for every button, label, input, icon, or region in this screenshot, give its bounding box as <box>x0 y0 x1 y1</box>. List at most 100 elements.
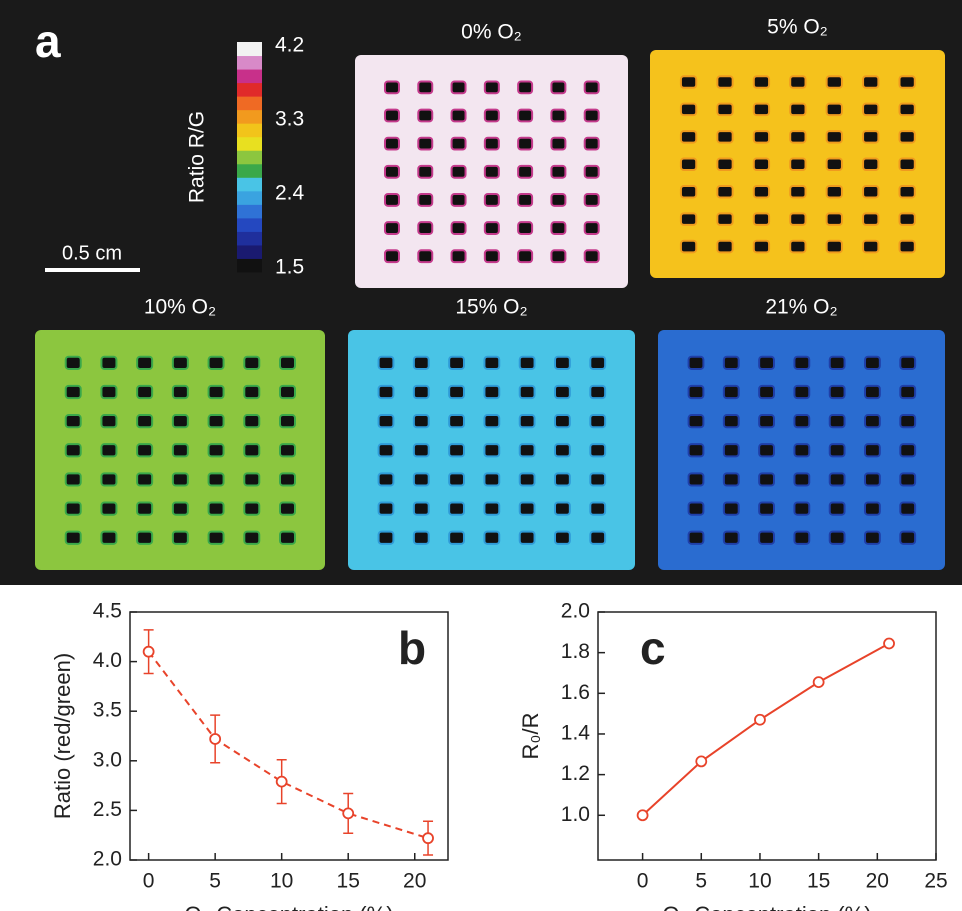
image-hole <box>681 159 696 171</box>
colorbar-band <box>237 218 262 232</box>
image-hole <box>484 386 499 398</box>
image-hole <box>385 81 399 93</box>
image-hole <box>485 166 499 178</box>
colorbar-band <box>237 245 262 259</box>
y-tick-label: 2.0 <box>561 600 590 623</box>
image-hole <box>863 131 878 143</box>
image-hole <box>173 444 188 456</box>
image-hole <box>449 473 464 485</box>
image-hole <box>449 415 464 427</box>
image-hole <box>452 81 466 93</box>
image-hole <box>209 415 224 427</box>
y-tick-label: 1.6 <box>561 681 590 704</box>
x-tick-label: 5 <box>209 870 221 893</box>
colorbar-label: Ratio R/G <box>186 111 209 203</box>
image-hole <box>794 415 809 427</box>
image-hole <box>827 186 842 198</box>
image-hole <box>449 357 464 369</box>
image-hole <box>900 159 915 171</box>
image-hole <box>280 386 295 398</box>
data-point <box>277 777 287 787</box>
colorbar-band <box>237 191 262 205</box>
panel-label: c <box>640 622 666 674</box>
image-hole <box>137 473 152 485</box>
image-hole <box>452 138 466 150</box>
image-hole <box>209 473 224 485</box>
image-hole <box>754 241 769 253</box>
image-hole <box>137 386 152 398</box>
image-hole <box>66 415 81 427</box>
image-hole <box>452 166 466 178</box>
data-point <box>884 639 894 649</box>
y-tick-label: 1.4 <box>561 722 591 745</box>
image-hole <box>717 131 732 143</box>
image-hole <box>137 444 152 456</box>
image-hole <box>520 386 535 398</box>
image-hole <box>414 473 429 485</box>
image-hole <box>585 138 599 150</box>
image-hole <box>754 104 769 116</box>
y-tick-label: 4.5 <box>93 600 122 623</box>
image-hole <box>724 473 739 485</box>
image-hole <box>754 131 769 143</box>
image-hole <box>794 473 809 485</box>
image-title: 10% O₂ <box>144 296 216 319</box>
image-hole <box>66 386 81 398</box>
image-hole <box>590 502 605 514</box>
image-hole <box>418 166 432 178</box>
image-hole <box>209 532 224 544</box>
image-hole <box>585 194 599 206</box>
image-hole <box>280 473 295 485</box>
image-hole <box>689 415 704 427</box>
image-hole <box>794 386 809 398</box>
image-hole <box>689 473 704 485</box>
image-hole <box>863 76 878 88</box>
image-hole <box>173 357 188 369</box>
image-hole <box>754 186 769 198</box>
y-axis-label: R₀/R <box>518 712 543 759</box>
image-hole <box>418 194 432 206</box>
image-hole <box>790 241 805 253</box>
image-hole <box>790 159 805 171</box>
image-hole <box>830 502 845 514</box>
image-hole <box>449 502 464 514</box>
image-hole <box>414 502 429 514</box>
colorbar-band <box>237 177 262 191</box>
image-hole <box>485 81 499 93</box>
image-hole <box>385 110 399 122</box>
image-hole <box>66 532 81 544</box>
image-hole <box>555 502 570 514</box>
colorbar-tick-label: 3.3 <box>275 108 304 131</box>
image-hole <box>484 415 499 427</box>
image-hole <box>173 415 188 427</box>
image-hole <box>865 415 880 427</box>
colorbar-band <box>237 83 262 97</box>
image-hole <box>449 386 464 398</box>
image-hole <box>209 386 224 398</box>
image-hole <box>794 532 809 544</box>
image-hole <box>414 357 429 369</box>
image-hole <box>244 444 259 456</box>
image-hole <box>790 213 805 225</box>
image-hole <box>518 81 532 93</box>
image-hole <box>759 357 774 369</box>
x-axis-label: O₂ Concentration (%) <box>184 902 393 911</box>
image-hole <box>244 502 259 514</box>
image-hole <box>585 222 599 234</box>
image-hole <box>900 444 915 456</box>
image-hole <box>418 110 432 122</box>
image-hole <box>689 386 704 398</box>
image-hole <box>830 386 845 398</box>
image-hole <box>759 444 774 456</box>
image-hole <box>900 213 915 225</box>
image-hole <box>681 213 696 225</box>
image-hole <box>585 81 599 93</box>
image-hole <box>101 473 116 485</box>
image-hole <box>518 222 532 234</box>
colorbar-band <box>237 56 262 70</box>
image-hole <box>101 532 116 544</box>
image-hole <box>900 532 915 544</box>
figure: a Ratio R/G 0.5 cm 1.52.43.34.20% O₂5% O… <box>0 0 962 911</box>
image-hole <box>518 110 532 122</box>
image-hole <box>555 415 570 427</box>
